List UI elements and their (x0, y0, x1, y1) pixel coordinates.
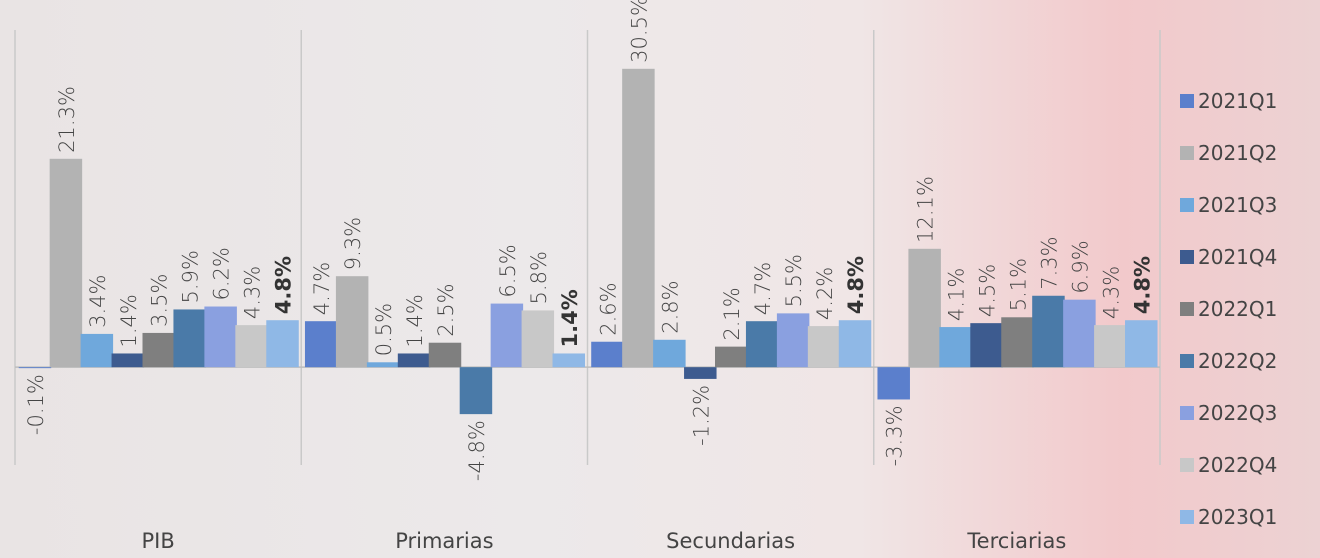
bar (653, 340, 685, 367)
value-label: 4.7% (751, 262, 775, 315)
value-label: 12.1% (914, 176, 938, 243)
value-label: 4.8% (1130, 256, 1154, 314)
bar (491, 304, 523, 368)
value-label: 2.6% (596, 282, 620, 335)
legend-label: 2021Q2 (1198, 141, 1277, 165)
value-label: 5.1% (1006, 258, 1030, 311)
bar (591, 342, 623, 367)
bar (19, 367, 51, 368)
bar (112, 353, 144, 367)
legend-label: 2021Q4 (1198, 245, 1277, 269)
x-tick-label: Secundarias (666, 529, 795, 553)
bar (266, 320, 298, 367)
value-label: 30.5% (627, 0, 651, 63)
x-tick-label: PIB (141, 529, 174, 553)
legend-label: 2022Q4 (1198, 453, 1277, 477)
value-label: 1.4% (558, 289, 582, 347)
legend-swatch (1180, 406, 1194, 420)
value-label: 3.4% (86, 275, 110, 328)
legend-swatch (1180, 94, 1194, 108)
value-label: 4.2% (813, 267, 837, 320)
value-label: 3.5% (148, 274, 172, 327)
value-label: 4.8% (844, 256, 868, 314)
legend-label: 2022Q1 (1198, 297, 1277, 321)
chart: -0.1% 21.3% 3.4% 1.4% 3.5% 5.9% 6.2% 4.3% 4.8% PI… (0, 0, 1320, 558)
bar (429, 343, 461, 367)
x-tick-label: Primarias (395, 529, 493, 553)
bar (336, 276, 368, 367)
bar (235, 325, 267, 367)
value-label: 9.3% (341, 217, 365, 270)
value-label: 6.2% (210, 247, 234, 300)
value-label: 5.8% (527, 251, 551, 304)
legend-swatch (1180, 510, 1194, 524)
bar (367, 362, 399, 367)
value-label: 4.5% (976, 264, 1000, 317)
value-label: -3.3% (883, 405, 907, 466)
value-label: 4.3% (1099, 266, 1123, 319)
bar (50, 159, 82, 367)
value-label: 6.9% (1068, 240, 1092, 293)
value-label: 21.3% (55, 86, 79, 153)
bar (173, 309, 205, 367)
bar (1094, 325, 1126, 367)
value-label: 5.9% (179, 250, 203, 303)
bar (939, 327, 971, 367)
bar (305, 321, 337, 367)
x-tick-label: Terciarias (966, 529, 1066, 553)
bar (553, 353, 585, 367)
value-label: 6.5% (496, 244, 520, 297)
value-label: 4.8% (272, 256, 296, 314)
legend-label: 2022Q2 (1198, 349, 1277, 373)
bar (398, 353, 430, 367)
bar (1125, 320, 1157, 367)
bar (684, 367, 716, 379)
bar (970, 323, 1002, 367)
value-label: 2.8% (658, 280, 682, 333)
value-label: -4.8% (465, 420, 489, 481)
value-label: 2.5% (434, 283, 458, 336)
bar (1001, 317, 1033, 367)
bar (1032, 296, 1064, 367)
bar (1063, 300, 1095, 368)
bar (746, 321, 778, 367)
bar (839, 320, 871, 367)
legend-label: 2021Q3 (1198, 193, 1277, 217)
bar (908, 249, 940, 367)
legend-label: 2021Q1 (1198, 89, 1277, 113)
legend-swatch (1180, 302, 1194, 316)
legend-swatch (1180, 146, 1194, 160)
value-label: 4.1% (945, 268, 969, 321)
bar (81, 334, 113, 367)
bar (808, 326, 840, 367)
bar (715, 347, 747, 368)
value-label: -0.1% (24, 374, 48, 435)
bar (877, 367, 909, 399)
legend-swatch (1180, 458, 1194, 472)
value-label: 5.5% (782, 254, 806, 307)
value-label: 0.5% (372, 303, 396, 356)
legend-label: 2022Q3 (1198, 401, 1277, 425)
bar (460, 367, 492, 414)
legend-swatch (1180, 354, 1194, 368)
bar (777, 313, 809, 367)
value-label: 1.4% (117, 294, 141, 347)
value-label: 4.7% (310, 262, 334, 315)
legend-swatch (1180, 198, 1194, 212)
value-label: 4.3% (241, 266, 265, 319)
value-label: 7.3% (1037, 236, 1061, 289)
value-label: -1.2% (689, 385, 713, 446)
value-label: 1.4% (403, 294, 427, 347)
bar (522, 310, 554, 367)
bar (622, 69, 654, 367)
legend-swatch (1180, 250, 1194, 264)
value-label: 2.1% (720, 287, 744, 340)
bar (142, 333, 174, 367)
legend-label: 2023Q1 (1198, 505, 1277, 529)
bar (204, 307, 236, 368)
